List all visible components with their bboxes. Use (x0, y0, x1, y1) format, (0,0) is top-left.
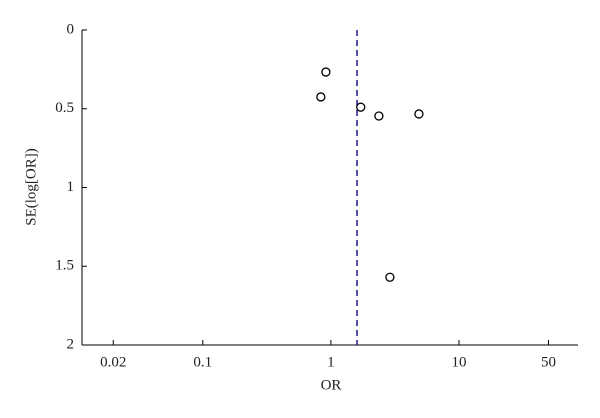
x-tick-label: 1 (327, 354, 335, 370)
y-tick-label: 0 (67, 21, 75, 37)
y-tick-label: 1.5 (55, 258, 74, 274)
point (374, 111, 384, 121)
point (321, 67, 331, 77)
point (385, 272, 395, 282)
point (414, 109, 424, 119)
y-tick-label: 2 (67, 336, 75, 352)
x-tick-label: 50 (541, 354, 556, 370)
x-axis-label: OR (321, 377, 342, 393)
point (316, 92, 326, 102)
x-tick-label: 0.1 (193, 354, 212, 370)
y-tick-label: 0.5 (55, 100, 74, 116)
x-tick-label: 10 (451, 354, 466, 370)
x-tick-label: 0.02 (100, 354, 126, 370)
point (356, 102, 366, 112)
y-tick-label: 1 (67, 179, 75, 195)
y-axis-label: SE(log[OR]) (23, 148, 39, 226)
